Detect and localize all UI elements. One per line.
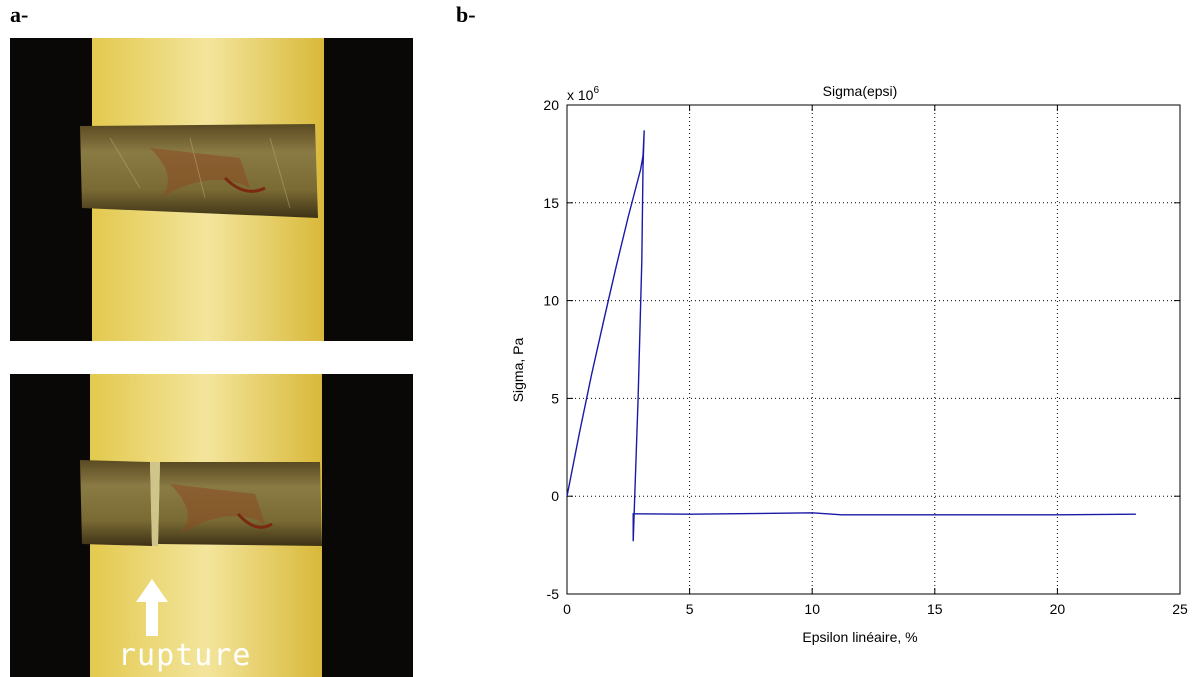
- plot-frame: [566, 104, 1181, 595]
- series-layer: [566, 130, 1136, 542]
- x-tick-label: 10: [804, 601, 820, 617]
- x-tick-label: 0: [563, 601, 571, 617]
- series-line-0: [566, 130, 1136, 542]
- x-tick-label: 20: [1050, 601, 1066, 617]
- grid: [567, 105, 1180, 594]
- y-tick-label: 15: [543, 195, 559, 211]
- y-axis-label: Sigma, Pa: [510, 337, 526, 402]
- sample-photo-ruptured: rupture: [10, 374, 413, 677]
- x-tick-label: 25: [1172, 601, 1188, 617]
- y-tick-label: -5: [547, 586, 560, 602]
- y-tick-label: 5: [551, 390, 559, 406]
- y-tick-label: 20: [543, 97, 559, 113]
- sample-photo-intact: [10, 38, 413, 341]
- chart-title: Sigma(epsi): [823, 83, 898, 99]
- y-multiplier: x 106: [567, 85, 599, 103]
- y-tick-label: 0: [551, 488, 559, 504]
- panel-label-b: b-: [456, 2, 476, 27]
- y-multiplier-base: x 10: [567, 87, 594, 103]
- panel-label-a: a-: [10, 2, 29, 27]
- x-tick-label: 5: [686, 601, 694, 617]
- x-tick-label: 15: [927, 601, 943, 617]
- y-tick-label: 10: [543, 293, 559, 309]
- x-axis-label: Epsilon linéaire, %: [802, 629, 917, 645]
- rupture-annotation: rupture: [118, 638, 252, 673]
- y-multiplier-exp: 6: [593, 85, 599, 96]
